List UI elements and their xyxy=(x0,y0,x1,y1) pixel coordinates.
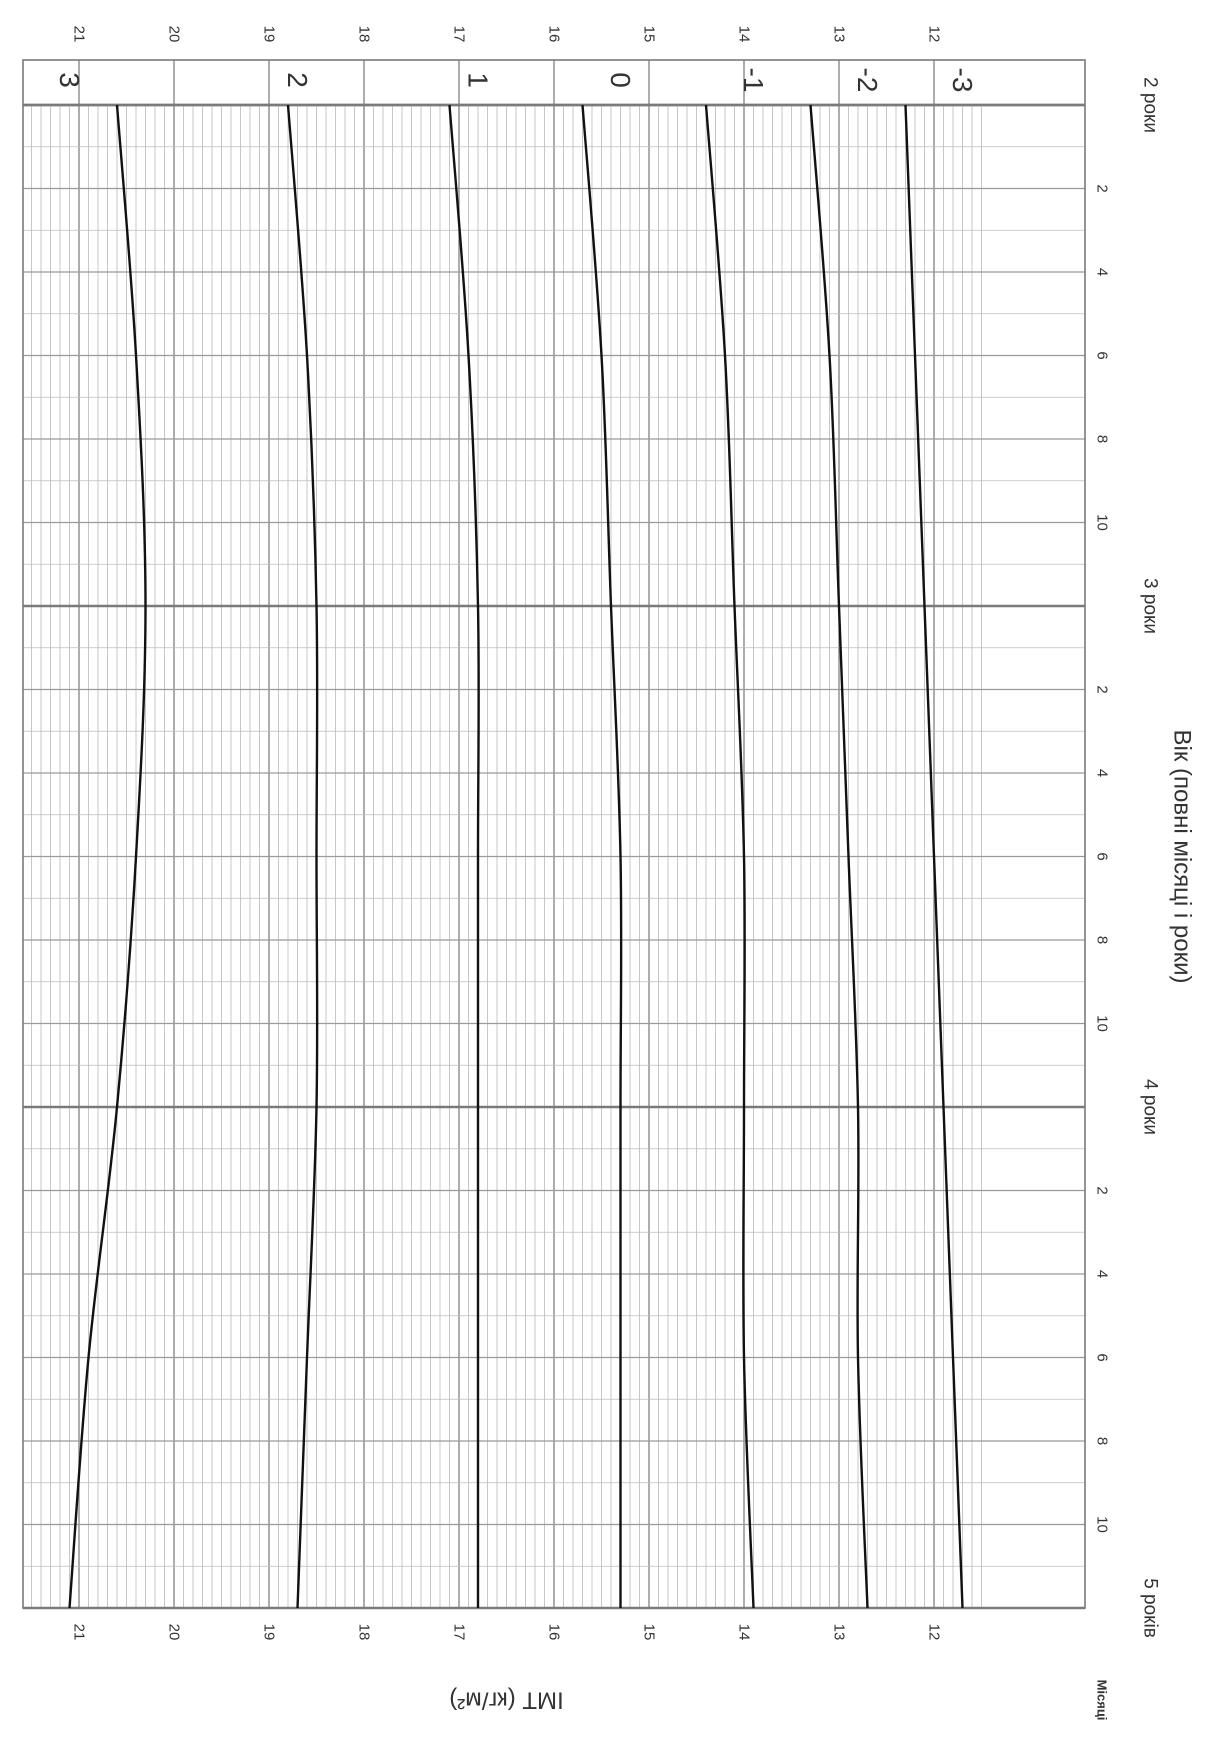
bmi-tick-label-top: 12 xyxy=(926,26,943,43)
bmi-tick-label-top: 17 xyxy=(451,26,468,43)
zscore-label: 2 xyxy=(282,72,313,88)
zscore-curve-0 xyxy=(581,104,623,1608)
bmi-tick-label-bottom: 13 xyxy=(831,1624,848,1641)
zscore-label: -2 xyxy=(852,68,883,93)
bmi-tick-label-top: 21 xyxy=(71,26,88,43)
month-tick-label: 10 xyxy=(1094,514,1111,531)
zscore-label: -1 xyxy=(738,68,769,93)
month-tick-label: 8 xyxy=(1094,435,1111,443)
month-tick-label: 8 xyxy=(1094,1437,1111,1445)
zscore-curve-minus-1 xyxy=(704,104,755,1609)
bmi-tick-label-top: 16 xyxy=(546,26,563,43)
bmi-tick-label-bottom: 20 xyxy=(166,1624,183,1641)
zscore-label: 1 xyxy=(463,72,494,88)
y-axis-title: ІМТ (кг/м²) xyxy=(449,1687,563,1714)
bmi-tick-label-bottom: 18 xyxy=(356,1624,373,1641)
year-label: 5 років xyxy=(1140,1578,1161,1638)
year-label: 3 роки xyxy=(1140,578,1161,634)
month-tick-label: 6 xyxy=(1094,1353,1111,1361)
month-tick-label: 2 xyxy=(1094,1186,1111,1194)
month-tick-label: 6 xyxy=(1094,852,1111,860)
year-label: 2 роки xyxy=(1140,77,1161,133)
month-tick-label: 10 xyxy=(1094,1516,1111,1533)
year-label: 4 роки xyxy=(1140,1079,1161,1135)
bmi-tick-label-bottom: 15 xyxy=(641,1624,658,1641)
bmi-tick-label-bottom: 12 xyxy=(926,1624,943,1641)
month-tick-label: 10 xyxy=(1094,1015,1111,1032)
bmi-tick-label-top: 19 xyxy=(261,26,278,43)
month-tick-label: 4 xyxy=(1094,268,1111,276)
bmi-tick-label-top: 20 xyxy=(166,26,183,43)
zscore-curve-3 xyxy=(68,104,147,1609)
month-tick-label: 6 xyxy=(1094,351,1111,359)
month-tick-label: 2 xyxy=(1094,184,1111,192)
bmi-tick-label-bottom: 14 xyxy=(736,1624,753,1641)
month-tick-label: 2 xyxy=(1094,685,1111,693)
bmi-tick-label-top: 18 xyxy=(356,26,373,43)
x-axis-title: Вік (повні місяці і роки) xyxy=(1169,729,1196,983)
bmi-tick-label-top: 13 xyxy=(831,26,848,43)
zscore-curve-2 xyxy=(286,104,319,1609)
months-label: Місяці xyxy=(1095,1680,1110,1721)
month-tick-label: 4 xyxy=(1094,769,1111,777)
zscore-curve-minus-2 xyxy=(809,104,869,1609)
bmi-tick-label-bottom: 16 xyxy=(546,1624,563,1641)
bmi-tick-label-top: 14 xyxy=(736,26,753,43)
zscore-curve-1 xyxy=(448,104,480,1608)
month-tick-label: 8 xyxy=(1094,936,1111,944)
bmi-tick-label-bottom: 17 xyxy=(451,1624,468,1641)
zscore-label: 0 xyxy=(605,72,636,88)
chart-frame xyxy=(22,59,1086,1609)
month-tick-label: 4 xyxy=(1094,1270,1111,1278)
bmi-tick-label-bottom: 19 xyxy=(261,1624,278,1641)
bmi-tick-label-top: 15 xyxy=(641,26,658,43)
zscore-label: -3 xyxy=(947,68,978,93)
zscore-curve-minus-3 xyxy=(904,104,964,1609)
bmi-tick-label-bottom: 21 xyxy=(71,1624,88,1641)
zscore-label: 3 xyxy=(54,72,85,88)
